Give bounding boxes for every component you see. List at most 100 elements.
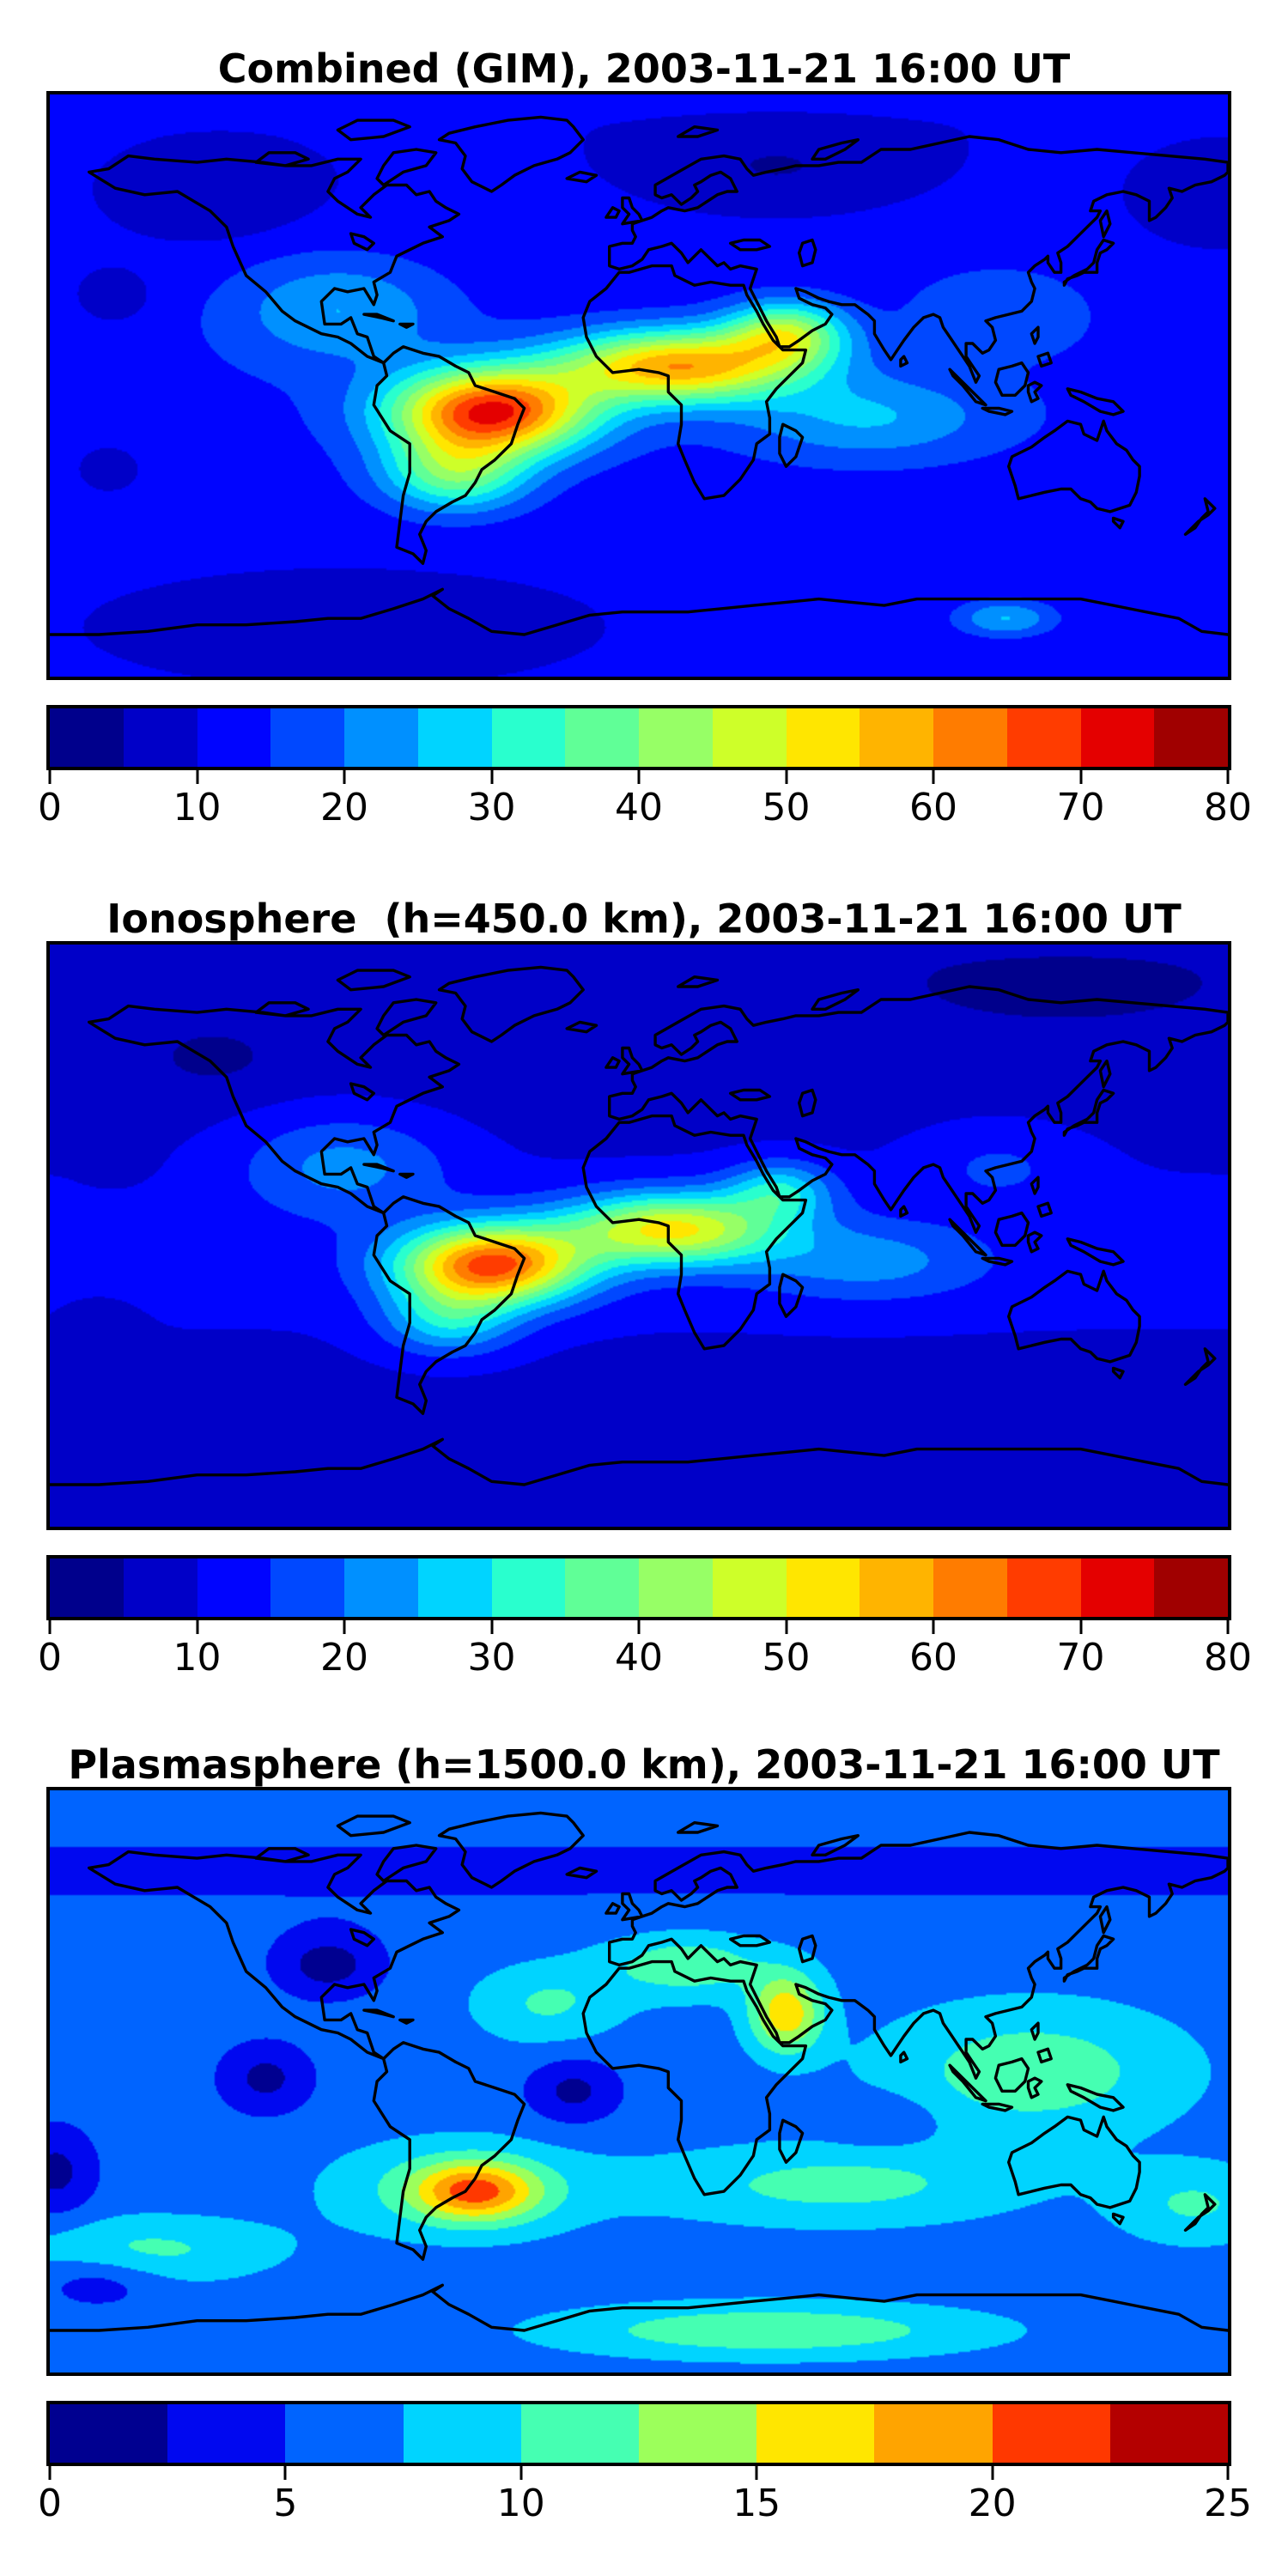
colorbar-tick-label: 80 <box>1204 1636 1252 1680</box>
colorbar-tick-mark <box>932 770 935 784</box>
colorbar-segment <box>1006 1558 1081 1617</box>
colorbar-segment <box>565 1558 639 1617</box>
colorbar-tick-mark <box>343 770 346 784</box>
panel-title: Combined (GIM), 2003-11-21 16:00 UT <box>217 46 1071 93</box>
colorbar-tick-mark <box>519 2466 523 2480</box>
colorbar-segment <box>565 708 639 767</box>
colorbar-segment <box>344 1558 418 1617</box>
colorbar-tick-mark <box>637 1620 641 1634</box>
coastline-path <box>50 965 1228 1486</box>
colorbar-segment <box>520 2404 640 2463</box>
colorbar-segment <box>933 708 1007 767</box>
colorbar-segment <box>50 1558 124 1617</box>
colorbar <box>46 2401 1231 2466</box>
colorbar-tick-label: 25 <box>1204 2482 1252 2525</box>
colorbar-segment <box>491 708 566 767</box>
colorbar-axis: 0 10 20 30 40 50 60 70 80 <box>38 770 1252 844</box>
colorbar-tick-mark <box>196 770 198 784</box>
colorbar-tick-mark <box>785 770 787 784</box>
colorbar-segment <box>197 1558 271 1617</box>
colorbar-tick-label: 10 <box>496 2482 545 2525</box>
colorbar-tick-mark <box>1226 770 1230 784</box>
colorbar-tick-mark <box>490 1620 493 1634</box>
colorbar-tick-mark <box>48 1620 52 1634</box>
colorbar-segment <box>417 1558 492 1617</box>
colorbar-tick-mark <box>1079 1620 1082 1634</box>
colorbar-axis: 0 5 10 15 20 25 <box>38 2466 1252 2540</box>
colorbar-segment <box>197 708 271 767</box>
colorbar-tick-mark <box>785 1620 787 1634</box>
colorbar-tick-mark <box>1079 770 1082 784</box>
colorbar-tick-label: 0 <box>38 2482 62 2525</box>
colorbar-segment <box>1080 708 1155 767</box>
colorbar-tick-mark <box>932 1620 935 1634</box>
colorbar-tick-label: 20 <box>968 2482 1017 2525</box>
colorbar-segment <box>712 708 787 767</box>
colorbar-segment <box>933 1558 1007 1617</box>
colorbar-segment <box>123 708 197 767</box>
colorbar-segment <box>712 1558 787 1617</box>
colorbar-tick-label: 40 <box>615 786 663 829</box>
colorbar-segment <box>50 2404 168 2463</box>
colorbar-tick-mark <box>48 2466 52 2480</box>
colorbar-tick-label: 40 <box>615 1636 663 1680</box>
colorbar-segment <box>50 708 124 767</box>
colorbar-tick-label: 20 <box>320 1636 368 1680</box>
colorbar-tick-mark <box>1226 2466 1230 2480</box>
coastlines-overlay <box>50 1811 1228 2332</box>
colorbar <box>46 705 1231 770</box>
colorbar-segment <box>167 2404 286 2463</box>
colorbar-segment <box>786 708 860 767</box>
tec-contour-canvas <box>50 1790 1228 2372</box>
panel-ionosphere: Ionosphere (h=450.0 km), 2003-11-21 16:0… <box>0 850 1288 1700</box>
colorbar-segment <box>639 1558 713 1617</box>
colorbar <box>46 1555 1231 1620</box>
colorbar-segment <box>1080 1558 1155 1617</box>
colorbar-segment <box>639 2404 757 2463</box>
colorbar-tick-label: 70 <box>1056 786 1105 829</box>
colorbar-segment <box>1154 1558 1228 1617</box>
colorbar-tick-label: 10 <box>173 786 222 829</box>
colorbar-segment <box>123 1558 197 1617</box>
world-map-plasmasphere <box>46 1787 1231 2376</box>
colorbar-tick-label: 50 <box>762 1636 811 1680</box>
colorbar-tick-label: 70 <box>1056 1636 1105 1680</box>
panel-plasmasphere: Plasmasphere (h=1500.0 km), 2003-11-21 1… <box>0 1696 1288 2546</box>
colorbar-tick-mark <box>637 770 641 784</box>
tec-contour-canvas <box>50 94 1228 677</box>
coastline-path <box>50 115 1228 636</box>
panel-title: Ionosphere (h=450.0 km), 2003-11-21 16:0… <box>106 896 1182 943</box>
coastlines-overlay <box>50 965 1228 1486</box>
colorbar-tick-mark <box>1226 1620 1230 1634</box>
panel-title: Plasmasphere (h=1500.0 km), 2003-11-21 1… <box>68 1741 1220 1789</box>
colorbar-tick-label: 30 <box>467 786 516 829</box>
colorbar-tick-label: 20 <box>320 786 368 829</box>
colorbar-segment <box>270 1558 344 1617</box>
colorbar-tick-label: 30 <box>467 1636 516 1680</box>
colorbar-segment <box>1154 708 1228 767</box>
colorbar-segment <box>1006 708 1081 767</box>
coastlines-overlay <box>50 115 1228 636</box>
world-map-combined <box>46 91 1231 680</box>
world-map-ionosphere <box>46 941 1231 1530</box>
colorbar-segment <box>270 708 344 767</box>
colorbar-tick-label: 10 <box>173 1636 222 1680</box>
colorbar-segment <box>756 2404 875 2463</box>
colorbar-tick-mark <box>490 770 493 784</box>
colorbar-tick-label: 60 <box>909 786 957 829</box>
colorbar-segment <box>344 708 418 767</box>
colorbar-segment <box>786 1558 860 1617</box>
colorbar-tick-label: 0 <box>38 786 62 829</box>
panel-combined-gim: Combined (GIM), 2003-11-21 16:00 UT 0 10 2… <box>0 0 1288 850</box>
colorbar-segment <box>403 2404 521 2463</box>
colorbar-tick-mark <box>48 770 52 784</box>
colorbar-tick-label: 0 <box>38 1636 62 1680</box>
colorbar-tick-mark <box>283 2466 287 2480</box>
colorbar-segment <box>992 2404 1110 2463</box>
colorbar-tick-mark <box>991 2466 994 2480</box>
colorbar-segment <box>285 2404 404 2463</box>
colorbar-segment <box>491 1558 566 1617</box>
colorbar-segment <box>860 1558 933 1617</box>
colorbar-segment <box>1109 2404 1229 2463</box>
